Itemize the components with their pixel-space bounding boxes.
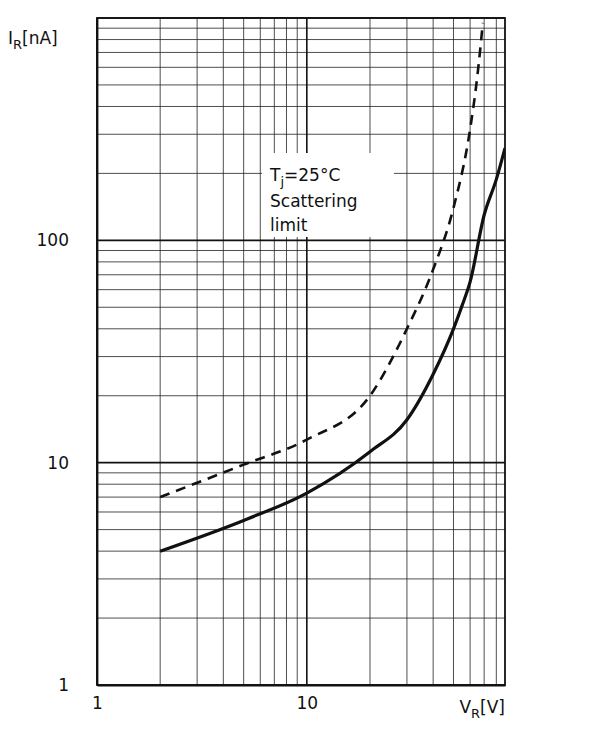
minor-grid-line: [97, 39, 505, 40]
minor-grid-line: [160, 18, 161, 685]
minor-grid-line: [97, 578, 505, 579]
minor-grid-line: [286, 18, 287, 685]
x-axis-line: [98, 685, 506, 687]
minor-grid-line: [223, 18, 224, 685]
background: [0, 0, 589, 734]
minor-grid-line: [97, 28, 505, 29]
label-rest: [V]: [480, 697, 505, 717]
series-line: [160, 148, 505, 551]
minor-grid-line: [97, 307, 505, 308]
minor-grid-line: [97, 289, 505, 290]
chart: 110110100IR[nA]VR[V]Tj=25°CScatteringlim…: [0, 0, 589, 734]
minor-grid-line: [97, 250, 505, 251]
minor-grid-line: [406, 18, 407, 685]
minor-grid-line: [97, 106, 505, 107]
minor-grid-line: [97, 328, 505, 329]
label-main: T: [269, 165, 281, 185]
minor-grid-line: [453, 18, 454, 685]
label-rest: [nA]: [22, 28, 58, 48]
y-tick-label: 10: [47, 453, 69, 473]
y-axis: 1 10 100: [37, 19, 98, 695]
minor-grid-line: [369, 18, 370, 685]
y-tick-label: 100: [37, 230, 69, 250]
y-axis-title: IR[nA]: [8, 28, 58, 52]
minor-grid-line: [197, 18, 198, 685]
minor-grid-line: [484, 18, 485, 685]
minor-grid-line: [97, 134, 505, 135]
grid: [97, 18, 505, 685]
x-tick: 1: [92, 685, 103, 713]
annotation-box: Tj=25°CScattering limit: [262, 153, 394, 237]
y-axis-line: [97, 19, 99, 686]
minor-grid-line: [433, 18, 434, 685]
x-tick-label: 10: [297, 693, 319, 713]
minor-grid-line: [297, 18, 298, 685]
annotation: limit: [270, 215, 308, 235]
y-tick: 100: [37, 230, 97, 250]
minor-grid-line: [97, 84, 505, 85]
minor-grid-line: [97, 67, 505, 68]
x-tick-label: 1: [92, 693, 103, 713]
minor-grid-line: [243, 18, 244, 685]
minor-grid-line: [97, 511, 505, 512]
minor-grid-line: [97, 395, 505, 396]
minor-grid-line: [470, 18, 471, 685]
plot-frame: [97, 18, 505, 685]
minor-grid-line: [97, 274, 505, 275]
y-tick: 10: [47, 453, 97, 473]
annotation-background: [262, 153, 394, 237]
label-main: V: [459, 697, 471, 717]
minor-grid-line: [97, 356, 505, 357]
label-subscript: R: [13, 37, 22, 52]
x-tick: 10: [297, 685, 319, 713]
minor-grid-line: [97, 551, 505, 552]
label-rest: =25°C: [284, 165, 340, 185]
y-tick-label: 1: [58, 675, 69, 695]
x-axis: 1 10: [92, 685, 505, 713]
series-line: [160, 23, 483, 497]
minor-grid-line: [274, 18, 275, 685]
minor-grid-line: [97, 472, 505, 473]
minor-grid-line: [97, 52, 505, 53]
minor-grid-line: [97, 529, 505, 530]
y-tick: 1: [58, 675, 97, 695]
x-axis-title: VR[V]: [459, 697, 505, 721]
series-group: [160, 23, 505, 551]
annotation: Scattering: [270, 191, 358, 211]
grid-line: [97, 462, 505, 464]
minor-grid-line: [97, 484, 505, 485]
label-subscript: R: [471, 706, 480, 721]
minor-grid-line: [97, 618, 505, 619]
grid-line: [306, 18, 308, 685]
minor-grid-line: [496, 18, 497, 685]
minor-grid-line: [97, 261, 505, 262]
annotation: Tj=25°C: [269, 165, 340, 189]
minor-grid-line: [260, 18, 261, 685]
